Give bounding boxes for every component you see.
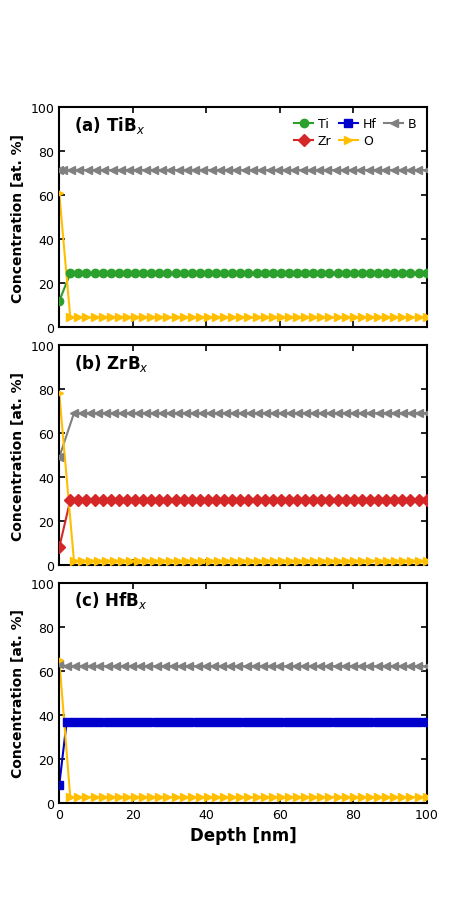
Text: (c) HfB$_x$: (c) HfB$_x$: [74, 590, 148, 611]
Text: (a) TiB$_x$: (a) TiB$_x$: [74, 115, 145, 136]
Y-axis label: Concentration [at. %]: Concentration [at. %]: [11, 609, 25, 778]
Text: (b) ZrB$_x$: (b) ZrB$_x$: [74, 352, 149, 373]
Y-axis label: Concentration [at. %]: Concentration [at. %]: [11, 133, 25, 302]
Legend: Ti, Zr, Hf, O, B: Ti, Zr, Hf, O, B: [291, 115, 420, 152]
Y-axis label: Concentration [at. %]: Concentration [at. %]: [11, 371, 25, 540]
X-axis label: Depth [nm]: Depth [nm]: [190, 826, 296, 844]
